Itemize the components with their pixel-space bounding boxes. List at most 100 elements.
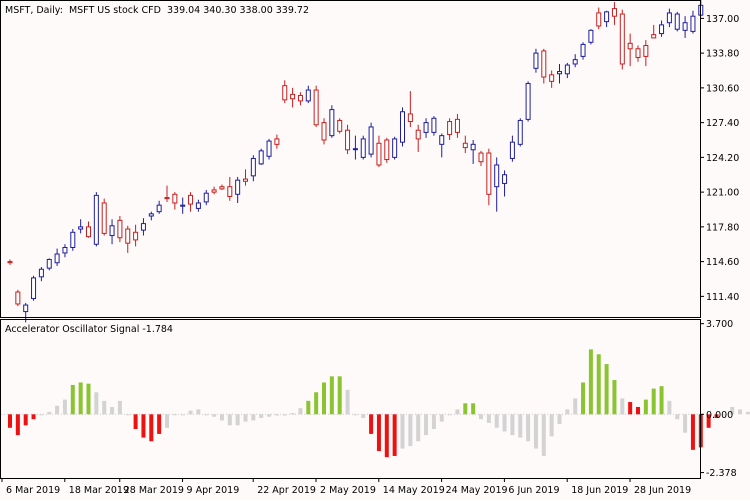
candle [454, 113, 460, 138]
ac-bar [306, 400, 311, 415]
candle-body [517, 119, 523, 145]
candle [188, 192, 194, 212]
ac-bar [290, 413, 295, 415]
ac-bar [408, 414, 413, 447]
candle-body [470, 143, 476, 151]
candle [352, 135, 358, 160]
candle [345, 124, 351, 155]
symbol-label: MSFT, Daily: [5, 5, 63, 16]
candle-body [38, 268, 44, 278]
candle-body [70, 231, 76, 249]
candle-body [148, 213, 154, 217]
ac-bar [62, 399, 67, 415]
ac-bar [337, 376, 342, 415]
candle-body [172, 193, 178, 204]
ac-bar [243, 414, 248, 422]
time-tick-label: 28 Jun 2019 [634, 485, 691, 496]
candle-body [7, 261, 13, 264]
ac-bar [588, 349, 593, 415]
candle-body [439, 135, 445, 145]
ac-bar [596, 354, 601, 415]
ac-bar [745, 411, 750, 415]
ac-bar [282, 414, 287, 416]
candle [502, 170, 508, 197]
ac-bar [117, 400, 122, 415]
ac-bar [494, 414, 499, 428]
ac-bar [439, 414, 444, 422]
candle-body [164, 197, 170, 200]
price-tick-label: 111.40 [706, 292, 739, 303]
time-tick-label: 24 May 2019 [446, 485, 508, 496]
candle [541, 48, 547, 84]
candle-body [211, 189, 217, 193]
candle [470, 139, 476, 164]
time-tick-label: 22 Apr 2019 [257, 485, 316, 496]
candle-body [431, 117, 437, 133]
candle [305, 85, 311, 104]
time-tick-label: 6 Mar 2019 [6, 485, 60, 496]
candle [15, 289, 21, 307]
ac-bar [636, 406, 640, 415]
ac-bar [78, 382, 83, 415]
candle [195, 199, 201, 212]
ac-bar [86, 383, 91, 415]
candle-body [203, 192, 209, 203]
ac-bar [172, 414, 177, 416]
candle [148, 211, 154, 221]
candle [321, 118, 327, 145]
ac-bar [274, 414, 279, 416]
time-tick-label: 14 May 2019 [383, 485, 445, 496]
candle-body [54, 253, 60, 264]
candle [368, 122, 374, 158]
candle-body [549, 74, 555, 82]
candle [423, 118, 429, 138]
candle [486, 148, 492, 206]
ac-bar [526, 414, 531, 442]
ac-bar [47, 411, 52, 415]
ac-bar [416, 414, 421, 442]
candle-body [674, 13, 680, 30]
candle-body [454, 118, 460, 133]
candle-body [682, 22, 688, 31]
ac-bar [667, 400, 672, 415]
candle-body [266, 140, 272, 157]
candle [180, 197, 186, 214]
ac-bar [376, 414, 381, 452]
candle [384, 137, 390, 163]
candle-body [140, 223, 146, 231]
ac-bar [533, 414, 538, 449]
candle-body [619, 13, 625, 65]
candle [509, 135, 515, 162]
candle [627, 33, 633, 67]
candle [635, 45, 641, 62]
candle [101, 198, 107, 236]
price-tick-label: 137.00 [706, 14, 739, 25]
candle [604, 10, 610, 28]
candle [117, 216, 123, 243]
ac-bar [15, 414, 20, 436]
candle [431, 116, 437, 136]
candle-body [360, 138, 366, 158]
candle [337, 118, 343, 134]
ac-bar [212, 414, 217, 417]
ac-bar [384, 414, 389, 458]
candle [93, 192, 99, 247]
candle-body [23, 304, 29, 313]
ac-bar [322, 382, 326, 415]
ac-bar [518, 414, 523, 438]
candle [297, 92, 303, 106]
ac-bar [502, 414, 507, 432]
ac-bar [675, 414, 680, 420]
ac-bar [110, 406, 115, 415]
candle [156, 200, 162, 214]
candle [643, 40, 649, 67]
candle-body [596, 12, 602, 27]
ac-bar [620, 398, 625, 415]
ac-bar [463, 403, 468, 415]
ac-bar [683, 414, 688, 433]
candle-body [486, 152, 492, 195]
candle [78, 219, 84, 234]
